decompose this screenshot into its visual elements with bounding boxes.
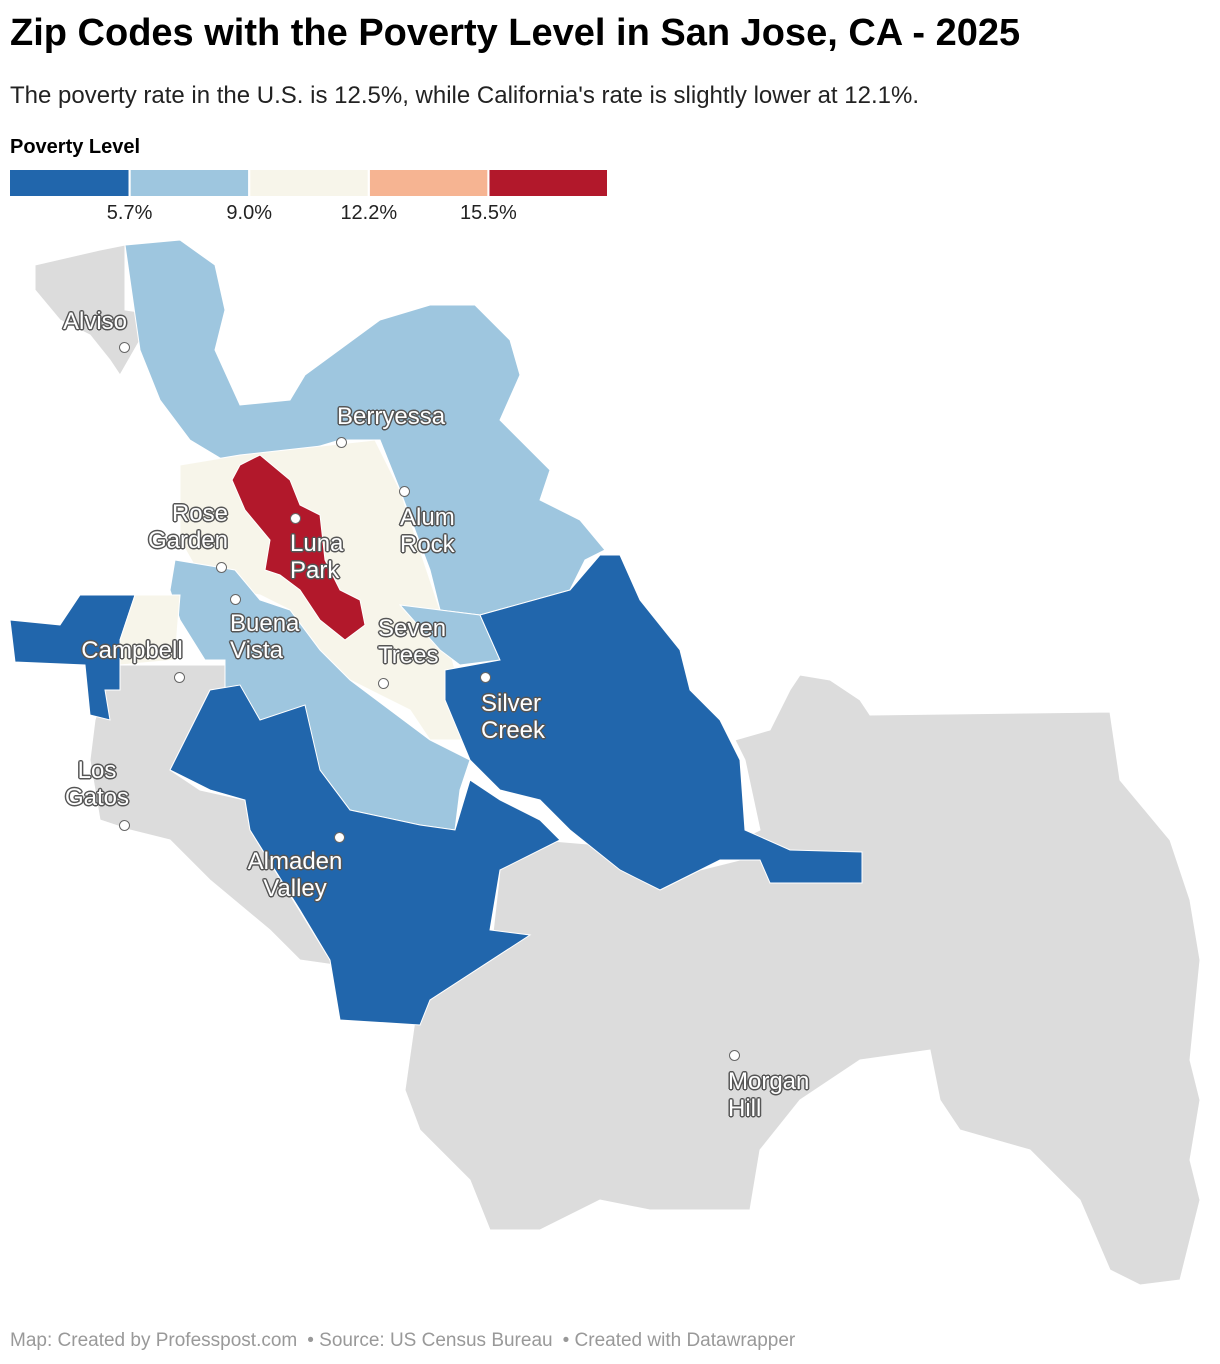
place-marker [216,562,227,573]
place-label: Silver Creek [481,690,546,744]
zip-areas [9,239,863,1026]
place-label: Campbell [81,637,183,664]
place-marker [119,342,130,353]
place-label: Berryessa [337,403,446,430]
place-marker [230,594,241,605]
legend-swatch [369,170,488,196]
footer-note: • Source: US Census Bureau [307,1330,553,1351]
legend: 5.7% 9.0% 12.2% 15.5% [10,170,607,224]
title: Zip Codes with the Poverty Level in San … [10,12,1021,54]
subtitle: The poverty rate in the U.S. is 12.5%, w… [10,82,919,109]
footer-note: Map: Created by Professpost.com [10,1330,298,1351]
place-label: Almaden Valley [247,848,343,902]
zip-area [444,554,863,891]
place-marker [336,437,347,448]
place-marker [480,672,491,683]
legend-swatch [130,170,249,196]
place-marker [290,513,301,524]
footer: Map: Created by Professpost.com • Source:… [10,1330,805,1352]
zip-area [119,594,181,666]
zip-area [231,454,366,641]
place-marker [378,678,389,689]
legend-label: 12.2% [340,202,397,224]
place-label: Morgan Hill [728,1068,810,1122]
legend-title: Poverty Level [10,136,141,158]
place-label: Buena Vista [230,610,300,664]
legend-swatch [10,170,129,196]
place-marker [729,1050,740,1061]
place-marker [119,820,130,831]
zip-area [9,594,136,721]
place-marker [399,486,410,497]
legend-label: 9.0% [226,202,272,224]
place-label: Alviso [62,308,128,335]
place-label: Alum Rock [400,504,455,558]
legend-swatch [489,170,607,196]
place-label: Luna Park [290,530,344,584]
zip-area [169,684,561,1026]
place-marker [174,672,185,683]
legend-label: 15.5% [460,202,517,224]
place-label: Rose Garden [147,500,229,554]
place-marker [334,832,345,843]
footer-note: • Created with Datawrapper [562,1330,796,1351]
legend-label: 5.7% [107,202,153,224]
place-label: Seven Trees [378,615,447,669]
land [34,244,161,376]
background-land [34,244,1201,1286]
place-label: Los Gatos [64,757,130,811]
legend-swatch [250,170,368,196]
